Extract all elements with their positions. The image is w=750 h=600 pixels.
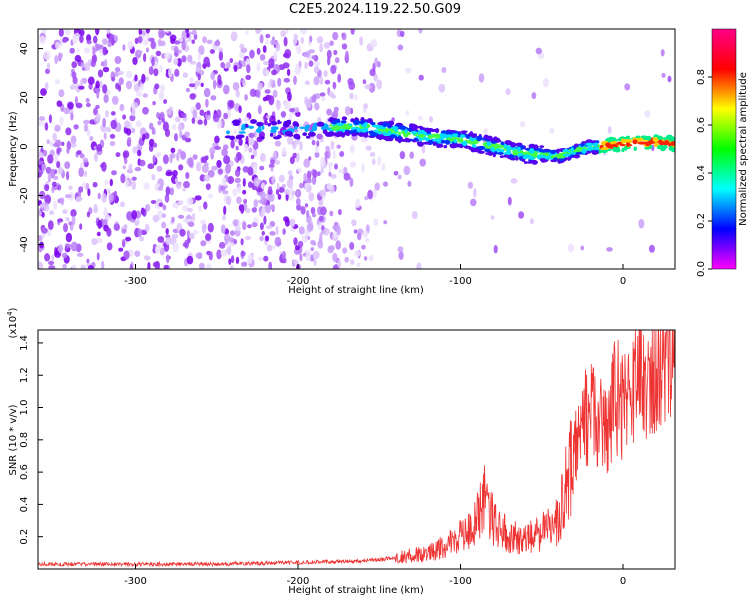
heatmap-frame — [37, 28, 676, 270]
snr-y-tick-label: 0.4 — [19, 496, 30, 512]
heatmap-y-tick-label: 20 — [19, 91, 30, 104]
spectrogram-heatmap — [38, 29, 675, 269]
heatmap-y-tick-label: 0 — [19, 143, 30, 149]
snr-y-tick-label: 0.6 — [19, 464, 30, 480]
heatmap-y-axis-label: Frequency (Hz) — [8, 111, 19, 187]
snr-y-tick-label: 1.4 — [19, 335, 30, 351]
snr-x-tick-label: -200 — [287, 576, 310, 587]
snr-y-tick-label: 1.2 — [19, 367, 30, 383]
heatmap-x-tick-label: -300 — [124, 276, 147, 287]
snr-x-tick-label: -100 — [449, 576, 472, 587]
snr-x-axis-label: Height of straight line (km) — [288, 585, 424, 596]
figure-title: C2E5.2024.119.22.50.G09 — [288, 2, 462, 17]
colorbar-tick-label: 0.0 — [696, 261, 707, 277]
snr-frame — [37, 329, 676, 570]
snr-y-tick-label: 0.2 — [19, 529, 30, 545]
snr-series-line — [38, 330, 675, 568]
heatmap-x-tick-label: -100 — [449, 276, 472, 287]
heatmap-y-tick-label: -20 — [19, 187, 30, 203]
heatmap-y-tick-label: 40 — [19, 42, 30, 55]
colorbar — [711, 28, 737, 270]
snr-x-tick-label: 0 — [620, 576, 626, 587]
heatmap-x-tick-label: -200 — [287, 276, 310, 287]
heatmap-x-tick-label: 0 — [620, 276, 626, 287]
snr-y-tick-label: 0.8 — [19, 432, 30, 448]
colorbar-label: Normalized spectral amplitude — [738, 72, 749, 226]
colorbar-tick-label: 0.2 — [696, 213, 707, 229]
snr-y-tick-label: 1.0 — [19, 400, 30, 416]
heatmap-y-tick-label: -40 — [19, 236, 30, 252]
colorbar-tick-label: 0.4 — [696, 165, 707, 181]
snr-y-multiplier: (x104) — [6, 307, 19, 338]
heatmap-x-axis-label: Height of straight line (km) — [288, 285, 424, 296]
colorbar-tick-label: 0.6 — [696, 117, 707, 133]
snr-y-axis-label: SNR (10 * v/v) — [8, 404, 19, 475]
snr-x-tick-label: -300 — [124, 576, 147, 587]
colorbar-tick-label: 0.8 — [696, 69, 707, 85]
